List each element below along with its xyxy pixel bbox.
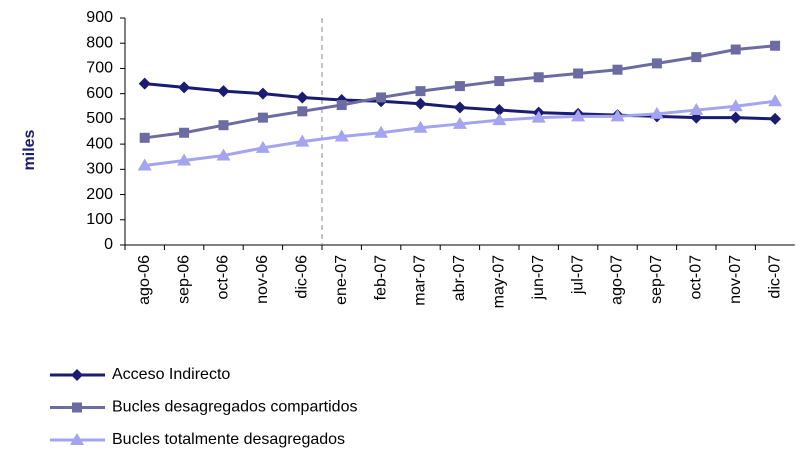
marker — [414, 97, 427, 110]
marker — [374, 125, 389, 138]
y-tick-label: 900 — [86, 9, 113, 26]
x-tick-label: nov-06 — [254, 255, 271, 304]
y-axis-label: miles — [21, 129, 38, 170]
marker — [72, 402, 82, 413]
marker — [571, 109, 586, 122]
x-tick-label: jun-07 — [530, 255, 547, 301]
marker — [454, 81, 465, 92]
marker — [649, 106, 664, 119]
marker — [453, 101, 466, 114]
marker — [296, 91, 309, 104]
marker — [138, 77, 151, 90]
legend-label: Bucles desagregados compartidos — [112, 399, 357, 416]
marker — [71, 369, 83, 381]
marker — [178, 81, 191, 94]
legend-label: Bucles totalmente desagregados — [112, 431, 345, 448]
y-tick-label: 100 — [86, 211, 113, 228]
marker — [494, 76, 505, 87]
marker — [769, 112, 782, 125]
y-tick-label: 0 — [104, 236, 113, 253]
marker — [257, 112, 268, 123]
x-tick-label: sep-06 — [175, 255, 192, 304]
x-tick-label: oct-06 — [215, 255, 232, 300]
x-tick-label: sep-07 — [648, 255, 665, 304]
x-tick-label: feb-07 — [372, 255, 389, 300]
x-tick-label: dic-07 — [766, 255, 783, 299]
marker — [137, 158, 152, 171]
marker — [492, 113, 507, 126]
x-tick-label: oct-07 — [688, 255, 705, 300]
marker — [612, 64, 623, 75]
x-tick-label: mar-07 — [412, 255, 429, 306]
marker — [493, 104, 506, 117]
legend-label: Acceso Indirecto — [112, 366, 230, 383]
marker — [689, 103, 704, 116]
marker — [729, 111, 742, 124]
marker — [334, 129, 349, 142]
marker — [691, 52, 702, 63]
marker — [415, 86, 426, 97]
marker — [336, 100, 347, 111]
marker — [531, 110, 546, 123]
marker — [255, 140, 270, 153]
y-tick-label: 500 — [86, 110, 113, 127]
marker — [297, 106, 308, 117]
x-tick-label: may-07 — [491, 255, 508, 308]
marker — [573, 68, 584, 79]
x-tick-label: dic-06 — [294, 255, 311, 299]
marker — [177, 153, 192, 166]
y-tick-label: 400 — [86, 135, 113, 152]
y-tick-label: 700 — [86, 60, 113, 77]
x-tick-label: ago-07 — [609, 255, 626, 305]
y-tick-label: 600 — [86, 85, 113, 102]
marker — [768, 94, 783, 107]
marker — [70, 433, 84, 445]
marker — [728, 99, 743, 112]
x-tick-label: nov-07 — [727, 255, 744, 304]
y-tick-label: 200 — [86, 186, 113, 203]
marker — [452, 116, 467, 129]
x-tick-label: abr-07 — [451, 255, 468, 301]
marker — [610, 109, 625, 122]
y-tick-label: 800 — [86, 34, 113, 51]
marker — [256, 87, 269, 100]
marker — [295, 134, 310, 147]
marker — [139, 132, 150, 143]
marker — [533, 72, 544, 83]
marker — [376, 92, 387, 103]
marker — [651, 58, 662, 69]
marker — [216, 148, 231, 161]
marker — [730, 44, 741, 55]
x-tick-label: ago-06 — [136, 255, 153, 305]
marker — [413, 120, 428, 133]
x-tick-label: ene-07 — [333, 255, 350, 305]
marker — [218, 120, 229, 131]
y-tick-label: 300 — [86, 161, 113, 178]
x-tick-label: jul-07 — [569, 255, 586, 295]
marker — [217, 85, 230, 98]
marker — [770, 40, 781, 51]
marker — [179, 127, 190, 138]
